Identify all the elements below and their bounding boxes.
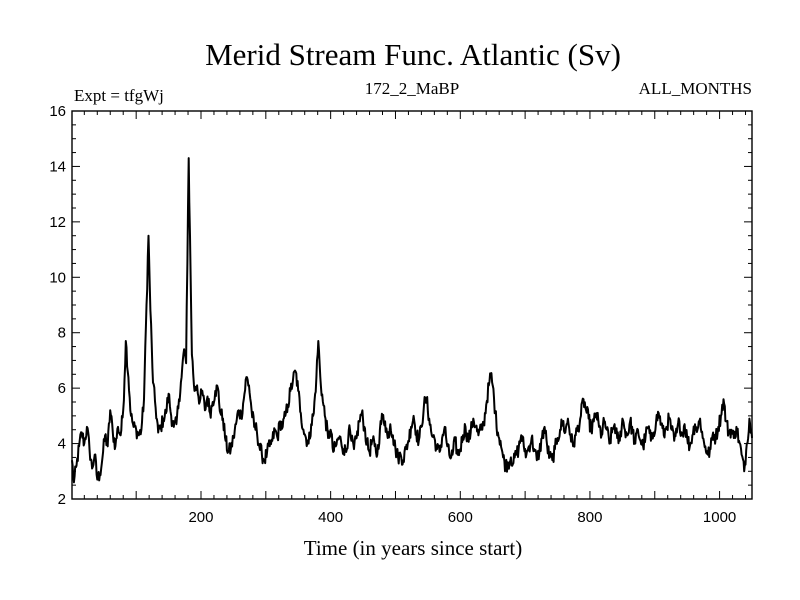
experiment-label: Expt = tfgWj [74, 86, 164, 105]
y-tick-label: 4 [58, 436, 66, 453]
x-tick-label: 1000 [703, 509, 736, 526]
x-axis-label: Time (in years since start) [304, 536, 523, 560]
period-label: ALL_MONTHS [639, 79, 752, 98]
y-tick-label: 6 [58, 380, 66, 397]
y-tick-label: 8 [58, 325, 66, 342]
y-tick-label: 12 [49, 214, 66, 231]
run-label: 172_2_MaBP [365, 79, 459, 98]
plot-frame [71, 110, 753, 500]
x-tick-label: 400 [318, 509, 343, 526]
series-line-atlantic-moc [71, 157, 753, 484]
chart-title: Merid Stream Func. Atlantic (Sv) [205, 37, 621, 72]
x-tick-label: 200 [188, 509, 213, 526]
x-tick-label: 600 [448, 509, 473, 526]
y-tick-label: 16 [49, 103, 66, 120]
x-tick-label: 800 [577, 509, 602, 526]
y-tick-label: 2 [58, 491, 66, 508]
y-axis: 2 4 6 8 10 12 14 16 [49, 103, 752, 508]
y-tick-label: 10 [49, 269, 66, 286]
y-tick-label: 14 [49, 158, 66, 175]
x-axis: 200 400 600 800 1000 [83, 111, 747, 526]
